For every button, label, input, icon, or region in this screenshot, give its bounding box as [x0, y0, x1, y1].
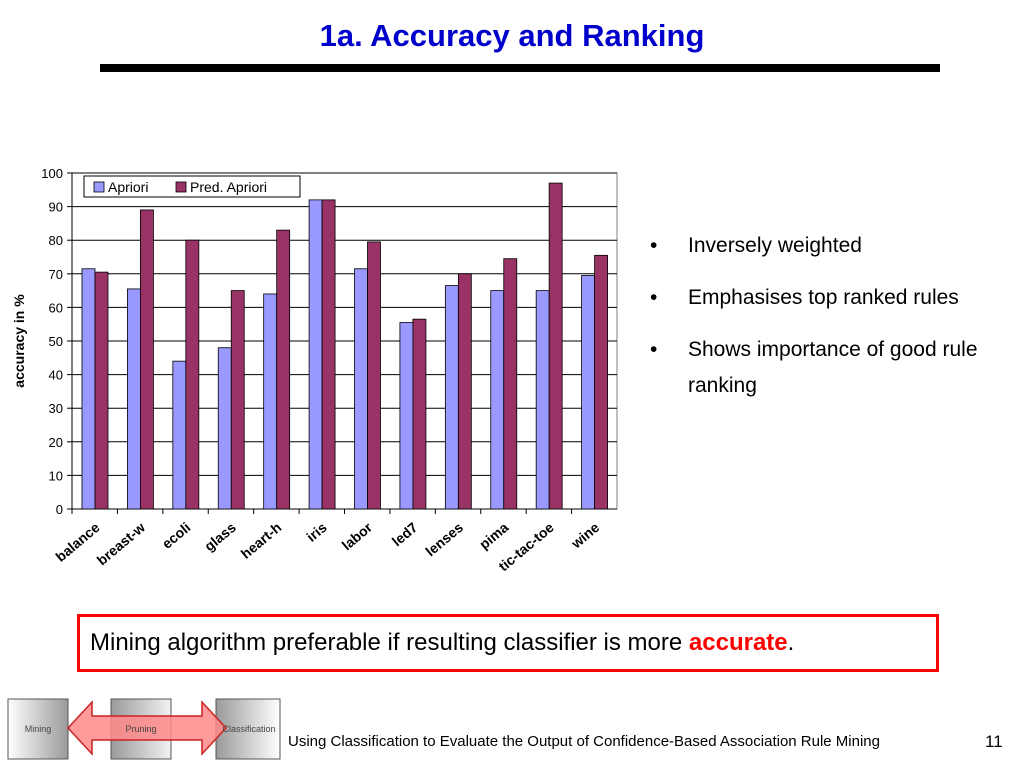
- bar-apriori: [490, 290, 505, 510]
- x-category-label: wine: [567, 519, 602, 552]
- bullet-item: • Shows importance of good rule ranking: [648, 332, 988, 404]
- bar-apriori: [399, 322, 414, 510]
- bullet-dot-icon: •: [650, 234, 658, 257]
- x-category-label: led7: [389, 519, 421, 549]
- bar-pred-apriori: [185, 239, 200, 510]
- bullet-item: • Inversely weighted: [648, 228, 988, 264]
- bar-pred-apriori: [457, 273, 472, 510]
- flow-label-mining: Mining: [25, 724, 52, 734]
- bar-apriori: [354, 268, 368, 510]
- bar-apriori: [172, 360, 187, 510]
- x-category-label: breast-w: [94, 519, 148, 568]
- bar-pred-apriori: [321, 199, 336, 510]
- bar-pred-apriori: [230, 290, 245, 510]
- x-category-label: heart-h: [238, 519, 285, 562]
- bar-apriori: [127, 288, 141, 510]
- y-axis-title: accuracy in %: [11, 294, 27, 388]
- bar-pred-apriori: [367, 241, 381, 510]
- y-tick-label: 0: [56, 502, 63, 517]
- bar-apriori: [217, 347, 232, 510]
- accuracy-chart: 0 10 20 30 40 50 60 70 80 90 100 balance breast-w eco…: [0, 150, 640, 610]
- y-tick-label: 70: [49, 267, 63, 282]
- y-tick-label: 40: [49, 368, 63, 383]
- flow-label-pruning: Pruning: [125, 724, 156, 734]
- bar-pred-apriori: [94, 271, 109, 510]
- callout-emphasis: accurate: [688, 629, 788, 656]
- page-number: 11: [985, 732, 1003, 751]
- y-tick-label: 60: [49, 300, 63, 315]
- double-arrow-icon: [66, 700, 228, 756]
- conclusion-callout: Mining algorithm preferable if resulting…: [77, 614, 939, 672]
- x-category-label: iris: [303, 519, 330, 545]
- bar-pred-apriori: [503, 258, 518, 510]
- slide-title: 1a. Accuracy and Ranking: [319, 18, 705, 53]
- bar-apriori: [263, 293, 278, 510]
- bullet-text: Inversely weighted: [688, 234, 862, 257]
- y-tick-label: 100: [41, 166, 63, 181]
- x-category-label: pima: [476, 519, 511, 552]
- mining-box: [7, 698, 69, 760]
- process-flow-diagram: Mining Pruning Classification: [7, 698, 281, 760]
- legend-swatch: [175, 181, 187, 193]
- bar-pred-apriori: [594, 254, 608, 510]
- bullet-list: • Inversely weighted • Emphasises top rank…: [648, 228, 988, 420]
- bar-pred-apriori: [548, 182, 563, 510]
- bar-pred-apriori: [412, 318, 427, 510]
- y-tick-label: 10: [49, 468, 63, 483]
- x-category-label: lenses: [422, 519, 466, 559]
- legend-label: Apriori: [108, 179, 148, 195]
- bar-apriori: [581, 275, 595, 510]
- bullet-text: Emphasises top ranked rules: [688, 286, 959, 309]
- y-tick-label: 20: [49, 435, 63, 450]
- y-tick-label: 80: [49, 233, 63, 248]
- callout-text: Mining algorithm preferable if resulting…: [90, 629, 689, 656]
- bar-apriori: [308, 199, 323, 510]
- y-tick-label: 30: [49, 401, 63, 416]
- footer-text: Using Classification to Evaluate the Out…: [288, 733, 880, 750]
- bar-pred-apriori: [276, 229, 291, 510]
- bullet-item: • Emphasises top ranked rules: [648, 280, 988, 316]
- bullet-dot-icon: •: [650, 338, 658, 361]
- x-category-label: labor: [339, 519, 376, 554]
- bar-apriori: [81, 268, 96, 510]
- callout-suffix: .: [787, 629, 795, 656]
- bar-pred-apriori: [140, 209, 154, 510]
- flow-label-classification: Classification: [222, 724, 275, 734]
- bullet-text: Shows importance of good rule ranking: [688, 338, 978, 397]
- bar-apriori: [535, 290, 550, 510]
- legend-swatch: [93, 181, 105, 193]
- x-category-label: ecoli: [159, 519, 194, 552]
- bullet-dot-icon: •: [650, 286, 658, 309]
- legend-label: Pred. Apriori: [190, 179, 267, 195]
- legend-box: [83, 175, 301, 198]
- title-divider: [100, 64, 940, 72]
- y-tick-label: 90: [49, 200, 63, 215]
- bar-apriori: [444, 285, 459, 510]
- x-category-label: glass: [201, 519, 239, 554]
- y-tick-label: 50: [49, 334, 63, 349]
